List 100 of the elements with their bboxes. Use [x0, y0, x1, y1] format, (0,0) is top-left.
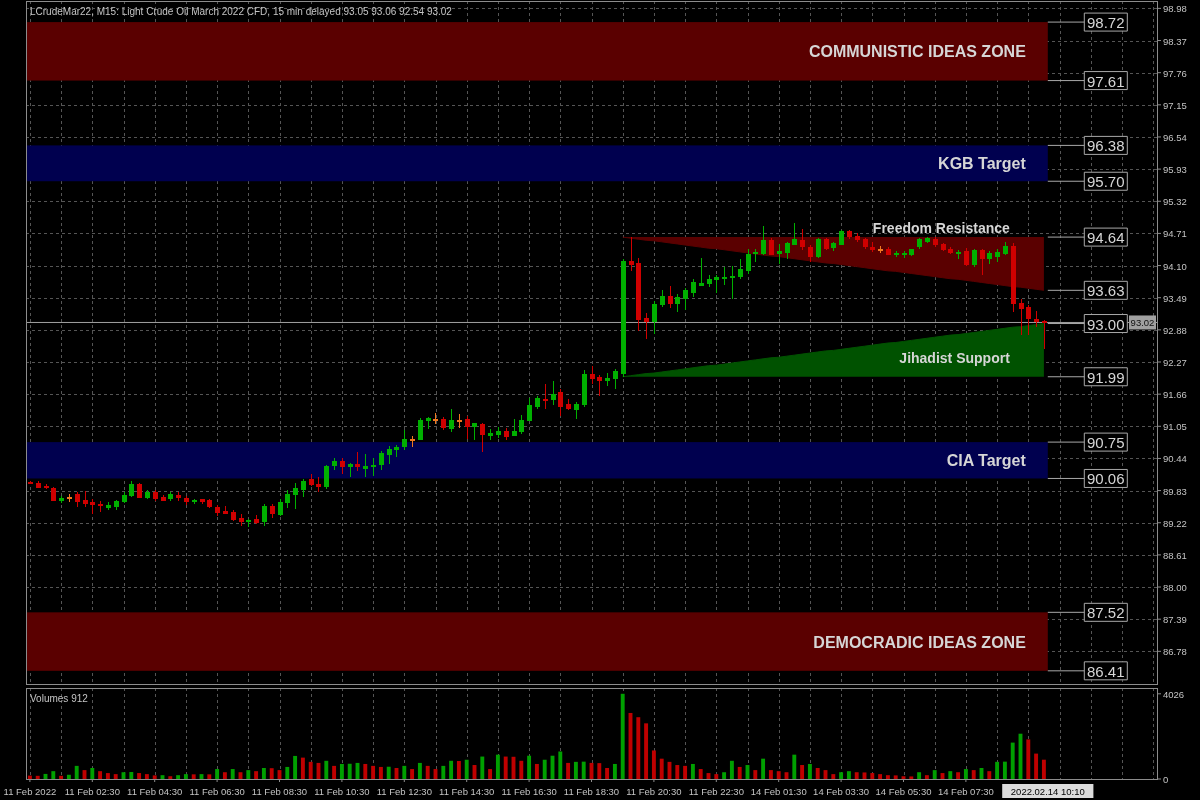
bar	[839, 772, 844, 779]
y-tick-label: 90.44	[1163, 452, 1187, 464]
x-tick-label: 11 Feb 20:30	[626, 785, 682, 797]
y-tick-label: 98.37	[1163, 35, 1187, 47]
y-tick-label: 89.22	[1163, 517, 1187, 529]
candlestick	[519, 414, 524, 435]
bar	[620, 693, 625, 779]
bar	[59, 775, 64, 779]
bar	[573, 761, 578, 779]
y-tick-label: 94.71	[1163, 227, 1187, 239]
y2-tick-label: 95.70	[1087, 172, 1125, 190]
candlestick	[597, 374, 602, 397]
text: Freedom Resistance	[872, 220, 1011, 237]
bar	[683, 765, 688, 779]
y2-tick-label: 93.63	[1087, 281, 1125, 299]
bar	[566, 762, 571, 779]
bar	[581, 761, 586, 779]
text: 2022.02.14 10:10	[1010, 785, 1085, 797]
candlestick	[1042, 319, 1047, 350]
series-label: Jihadist Support	[899, 349, 1011, 366]
y-tick-label: 91.05	[1163, 420, 1187, 432]
bar	[503, 756, 508, 779]
bar	[534, 763, 539, 779]
x-tick-label: 11 Feb 12:30	[376, 785, 432, 797]
bar	[644, 723, 649, 779]
bar	[417, 762, 422, 779]
bar	[519, 760, 524, 779]
y-tick-label: 87.39	[1163, 613, 1187, 625]
x-tick-label: 11 Feb 06:30	[189, 785, 245, 797]
bar	[776, 771, 781, 779]
bar	[1002, 761, 1007, 779]
y2-tick-label: 86.41	[1087, 662, 1125, 680]
bar	[215, 769, 220, 779]
candlestick	[652, 300, 657, 335]
candlestick	[613, 368, 618, 390]
ref-line-label: 93.02	[1130, 316, 1155, 328]
y-tick-label: 96.54	[1163, 131, 1187, 143]
y-tick-label: 88.00	[1163, 581, 1187, 593]
x-tick-label: 11 Feb 16:30	[501, 785, 557, 797]
candlestick	[402, 429, 407, 451]
bar	[339, 763, 344, 779]
bar	[35, 775, 40, 779]
candlestick	[980, 248, 985, 276]
bar	[542, 759, 547, 779]
candlestick	[449, 408, 454, 433]
bar	[605, 768, 610, 779]
bar	[815, 768, 820, 779]
y-tick-label: 92.27	[1163, 356, 1187, 368]
bar	[269, 768, 274, 779]
candlestick	[644, 312, 649, 340]
bar	[105, 773, 110, 779]
bar	[495, 754, 500, 779]
bar	[636, 717, 641, 779]
bar	[1010, 742, 1015, 779]
bar	[917, 772, 922, 779]
bar	[698, 769, 703, 779]
bar	[768, 770, 773, 779]
candlestick	[738, 258, 743, 280]
bar	[597, 763, 602, 779]
candlestick	[761, 225, 766, 256]
y-tick-label: 97.15	[1163, 99, 1187, 111]
bar	[371, 765, 376, 779]
bar	[51, 771, 56, 779]
bar	[612, 763, 617, 779]
bar	[66, 774, 71, 779]
y-tick-label: 97.76	[1163, 67, 1187, 79]
y-tick-label: 95.93	[1163, 163, 1187, 175]
bar	[675, 765, 680, 779]
bar	[807, 763, 812, 779]
bar	[854, 772, 859, 779]
bar	[659, 758, 664, 779]
candlestick	[800, 228, 805, 251]
candlestick	[551, 380, 556, 406]
bar	[113, 774, 118, 779]
y2-tick-label: 94.64	[1087, 228, 1125, 246]
bar	[98, 771, 103, 779]
bar	[761, 758, 766, 779]
y2-tick-label: 90.06	[1087, 469, 1125, 487]
candlestick	[777, 243, 782, 265]
x-tick-label: 11 Feb 22:30	[688, 785, 744, 797]
band-label: CIA Target	[946, 451, 1027, 469]
bar	[932, 770, 937, 779]
bar	[246, 770, 251, 779]
bar	[191, 774, 196, 779]
bar	[222, 772, 227, 779]
bar	[870, 773, 875, 779]
candlestick	[363, 453, 368, 478]
candlestick	[1019, 298, 1024, 336]
candlestick	[262, 503, 267, 527]
y-tick-label: 86.78	[1163, 645, 1187, 657]
y-tick-label: 0	[1163, 773, 1169, 785]
candlestick	[293, 482, 298, 510]
y2-tick-label: 91.99	[1087, 368, 1125, 386]
bar	[363, 763, 368, 779]
bar	[347, 763, 352, 779]
candlestick	[629, 236, 634, 272]
bar	[800, 765, 805, 779]
bar	[885, 775, 890, 779]
candlestick	[816, 237, 821, 259]
y-tick-label: 94.10	[1163, 260, 1187, 272]
